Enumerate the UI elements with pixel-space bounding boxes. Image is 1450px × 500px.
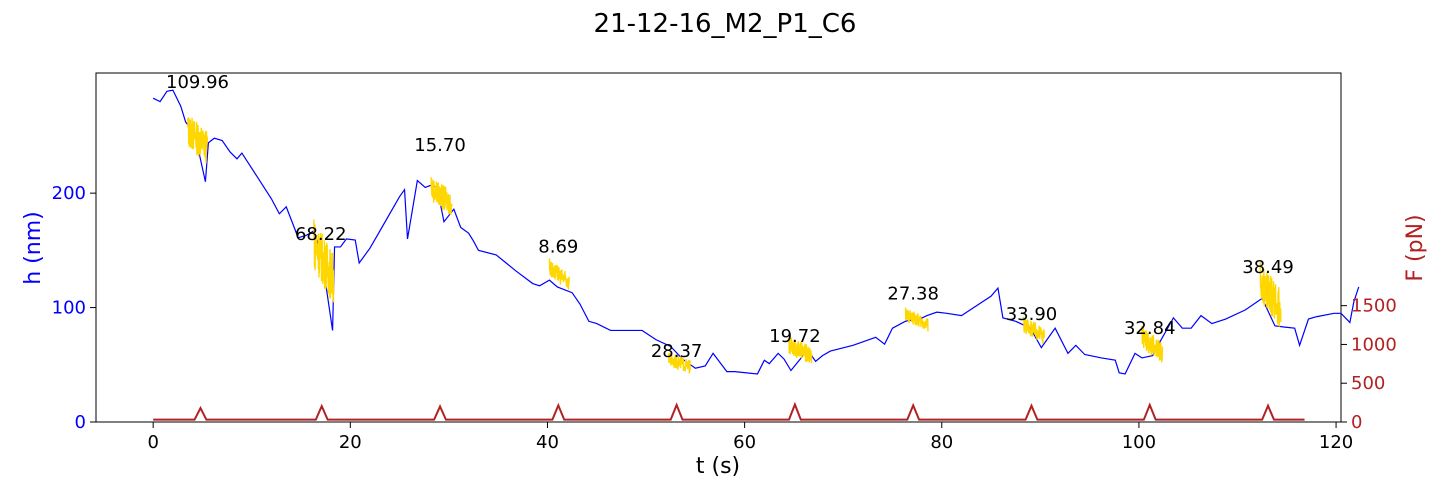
highlight-segment [430,177,453,215]
highlight-segment [313,219,335,303]
segment-annotation: 38.49 [1242,257,1294,278]
y-left-tick-label: 200 [52,183,86,204]
segment-annotation: 27.38 [887,284,939,305]
segment-annotation: 28.37 [651,341,703,362]
y-left-tick-label: 0 [75,412,86,433]
x-tick-label: 40 [536,432,559,453]
x-tick-label: 0 [147,432,158,453]
plot-area: 109.96 68.22 15.70 8.69 28.37 19.72 27.38 33.90… [95,72,1360,423]
force-line [153,401,1305,421]
x-axis-label: t (s) [696,454,740,479]
y-right-tick-label: 1000 [1351,334,1397,355]
height-line [152,89,1360,375]
annotation-layer: 109.96 68.22 15.70 8.69 28.37 19.72 27.38 33.90… [166,72,1294,362]
force-layer [153,401,1305,421]
plot-frame [95,72,1342,423]
y-right-tick-label: 1500 [1351,296,1397,317]
segment-layer [186,117,1282,374]
y-axis-right-label: F (pN) [1403,214,1428,281]
chart-title: 21-12-16_M2_P1_C6 [594,9,857,39]
highlight-segment [1022,316,1045,344]
y-axis-right: 0 500 1000 1500 [1341,296,1397,433]
segment-annotation: 109.96 [166,72,229,93]
x-tick-label: 120 [1319,432,1353,453]
x-tick-label: 80 [930,432,953,453]
segment-annotation: 33.90 [1006,304,1058,325]
y-axis-left: 0 100 200 [52,183,96,433]
highlight-segment [788,336,813,363]
y-left-tick-label: 100 [52,298,86,319]
highlight-segment [548,258,570,290]
segment-annotation: 32.84 [1124,318,1176,339]
segment-annotation: 68.22 [295,224,347,245]
x-tick-label: 100 [1122,432,1156,453]
y-right-tick-label: 0 [1351,412,1362,433]
x-axis: 0 20 40 60 80 100 120 [147,422,1353,453]
segment-annotation: 15.70 [414,135,466,156]
highlight-segment [668,352,691,374]
y-axis-left-label: h (nm) [21,211,46,284]
highlight-segment [1141,325,1164,363]
x-tick-label: 60 [733,432,756,453]
x-tick-label: 20 [339,432,362,453]
y-right-tick-label: 500 [1351,373,1385,394]
height-layer [152,89,1360,375]
segment-annotation: 8.69 [538,237,578,258]
highlight-segment [1259,261,1282,327]
segment-annotation: 19.72 [769,326,821,347]
highlight-segment [186,117,209,164]
highlight-segment [904,307,929,332]
